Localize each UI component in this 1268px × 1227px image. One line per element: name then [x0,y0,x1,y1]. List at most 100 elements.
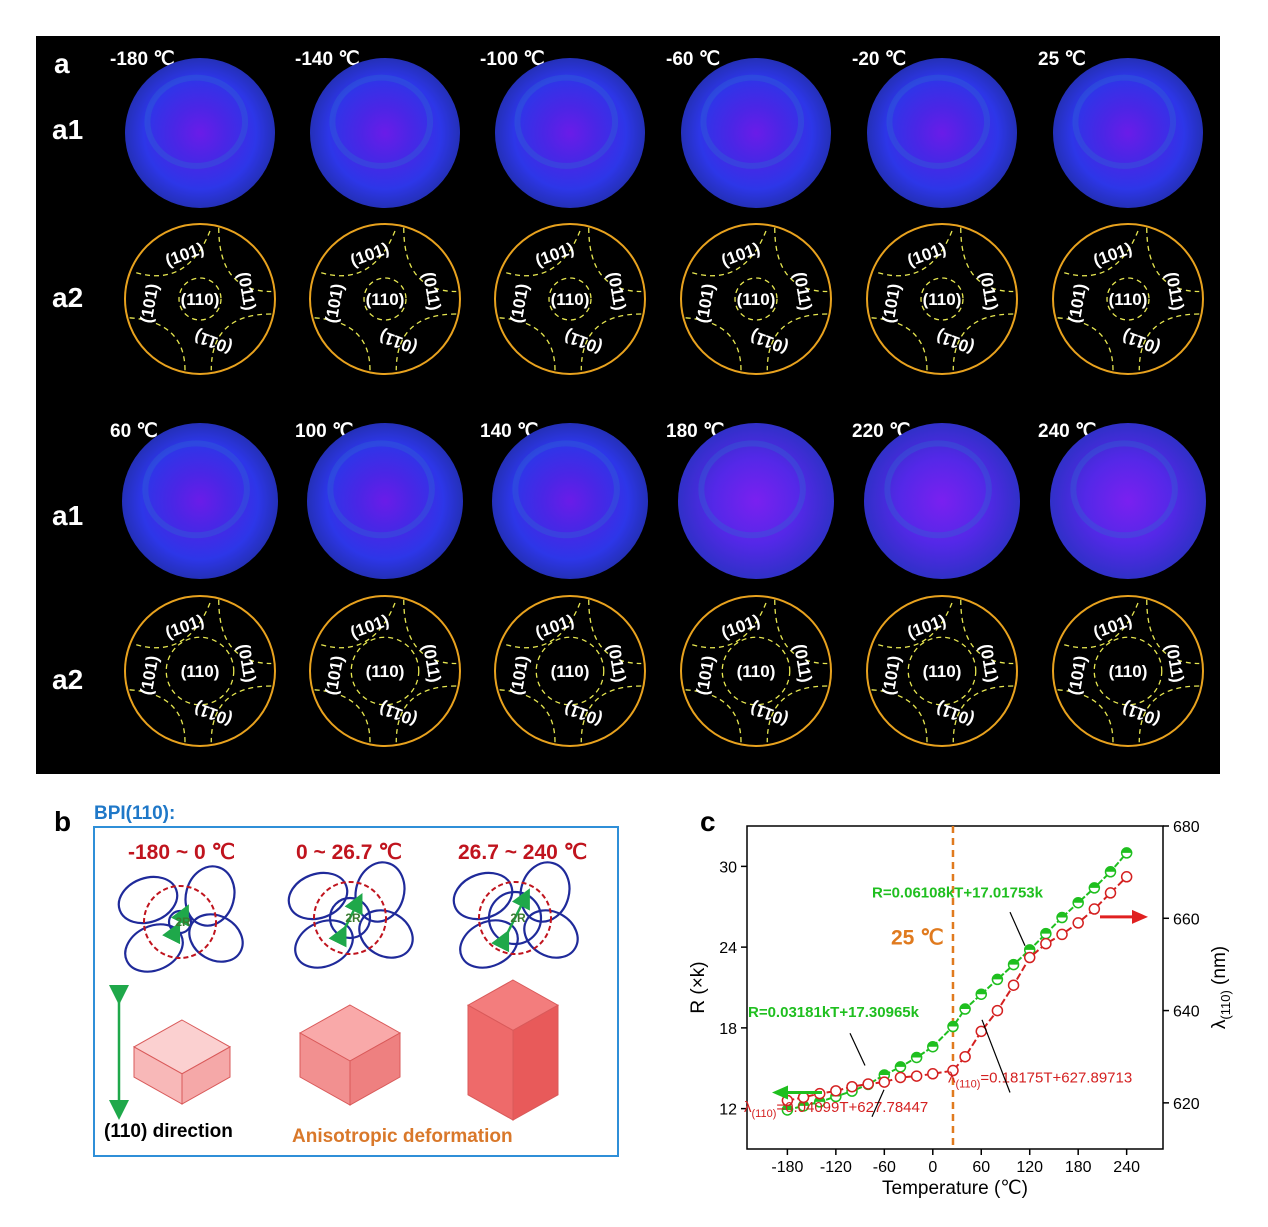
temp-label-top-0: -180 ℃ [110,49,175,70]
svg-text:(101): (101) [879,654,905,696]
series-0-point-17 [1056,911,1068,924]
svg-text:(101): (101) [719,239,763,270]
lattice-schematic-2: 2R [452,861,579,969]
series-1-point-6 [878,1076,891,1088]
y-left-tick-label-1: 18 [719,1021,737,1038]
svg-text:(011): (011) [976,270,1001,311]
svg-text:(011): (011) [419,270,444,311]
sphere-image-top-5 [1053,58,1203,208]
series-0-point-12 [975,988,988,1000]
svg-text:(110): (110) [1109,662,1148,681]
series-1-point-7 [894,1071,907,1084]
temp-label-top-3: -60 ℃ [666,49,721,70]
series-0-point-13 [991,973,1004,986]
svg-text:(110): (110) [923,662,962,681]
equation-red-low: λ(110)=0.04099T+627.78447 [744,1099,928,1120]
sphere-image-bottom-0 [122,423,278,579]
facet-map-top-4: (101) (011) (101) (011) (110) [866,223,1018,375]
svg-text:(101): (101) [507,654,533,696]
row-label-a1-bottom: a1 [52,500,84,531]
svg-text:(110): (110) [1109,290,1148,309]
plot-frame [746,825,1164,1150]
x-tick-label-0: -180 [771,1159,803,1176]
svg-text:(011): (011) [976,642,1001,683]
series-1-point-14 [1007,979,1020,991]
svg-text:(101): (101) [348,239,392,270]
row-label-a2-top: a2 [52,282,84,313]
y-right-tick-label-1: 640 [1173,1004,1200,1021]
x-tick-label-5: 120 [1016,1159,1043,1176]
series-1-point-17 [1056,928,1068,941]
series-0-point-19 [1088,882,1101,894]
svg-text:(011): (011) [748,698,791,729]
svg-text:(101): (101) [163,239,207,270]
direction-label: (110) direction [104,1121,233,1142]
x-tick-label-2: -60 [873,1159,896,1176]
svg-text:(101): (101) [1065,282,1091,324]
svg-text:(011): (011) [604,270,629,311]
y-left-axis-label: R (×k) [688,961,709,1013]
svg-text:(011): (011) [192,698,235,729]
svg-text:(011): (011) [1162,642,1187,683]
panel-a: a a1 a2 a1 a2 -180 ℃ -140 ℃ -100 ℃ -60 ℃ -20… [36,36,1220,774]
x-tick-label-6: 180 [1065,1159,1092,1176]
transition-label: 25 ℃ [891,926,944,949]
left-axis-arrow-head [772,1085,788,1100]
svg-text:(101): (101) [1091,239,1135,270]
panel-c-label: c [700,806,716,837]
row-label-a1-top: a1 [52,114,84,145]
row-label-a2-bottom: a2 [52,664,84,695]
svg-text:(101): (101) [163,611,207,642]
svg-text:(110): (110) [551,290,590,309]
svg-text:(011): (011) [790,270,815,311]
facet-map-bottom-5: (101) (011) (101) (011) (110) [1052,595,1204,747]
temp-label-bottom-2: 140 ℃ [480,421,539,442]
svg-text:(101): (101) [137,282,163,324]
y-right-tick-label-2: 660 [1173,911,1200,928]
sphere-image-bottom-5 [1050,423,1206,579]
svg-text:(011): (011) [1162,270,1187,311]
svg-text:(101): (101) [905,611,949,642]
series-1-point-10 [947,1064,959,1077]
svg-text:2R: 2R [175,915,191,929]
svg-text:(101): (101) [322,282,348,324]
svg-text:(101): (101) [693,282,719,324]
cube-0 [132,1019,232,1105]
sphere-image-bottom-1 [307,423,463,579]
facet-map-top-3: (101) (011) (101) (011) (110) [680,223,832,375]
leader-green-low [849,1033,866,1066]
facet-map-bottom-1: (101) (011) (101) (011) (110) [309,595,461,747]
series-0-point-20 [1104,866,1117,878]
svg-text:(011): (011) [192,326,235,357]
x-tick-label-1: -120 [820,1159,852,1176]
facet-map-bottom-2: (101) (011) (101) (011) (110) [494,595,646,747]
x-tick-label-3: 0 [928,1159,937,1176]
svg-text:(101): (101) [1065,654,1091,696]
series-1-point-13 [991,1004,1004,1017]
sphere-image-bottom-3 [678,423,834,579]
leader-green-high [1009,911,1026,947]
lattice-schematic-1: 2R [287,861,414,969]
sphere-image-top-3 [681,58,831,208]
y-left-tick-label-2: 24 [719,940,737,957]
y-left-tick-label-0: 12 [719,1102,737,1119]
sphere-image-bottom-2 [492,423,648,579]
series-0-point-0 [781,1104,794,1116]
panel-b-title: BPI(110): [94,803,176,824]
svg-text:(110): (110) [737,290,776,309]
equation-green-low: R=0.03181kT+17.30965k [748,1004,920,1021]
svg-text:(011): (011) [604,642,629,683]
range-label-1: -180 ~ 0 ℃ [128,841,236,864]
series-0-point-18 [1072,896,1084,909]
y-right-axis-label: λ(110) (nm) [1209,946,1233,1029]
series-line-1 [787,876,1128,1102]
series-1-point-3 [830,1085,842,1097]
temp-label-top-5: 25 ℃ [1038,49,1086,70]
series-1-point-18 [1072,917,1084,929]
svg-text:(101): (101) [533,611,577,642]
equation-red-high: λ(110)=0.18175T+627.89713 [948,1069,1132,1090]
y-right-tick-label-0: 620 [1173,1096,1200,1113]
cube-1 [298,1004,402,1106]
svg-text:(101): (101) [348,611,392,642]
svg-text:(011): (011) [562,698,605,729]
